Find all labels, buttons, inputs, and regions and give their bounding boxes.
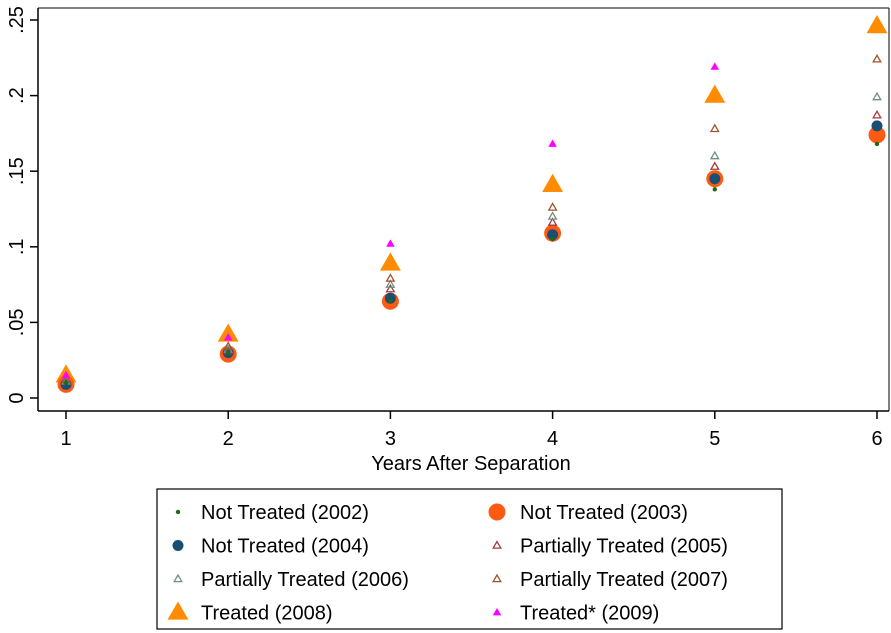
data-point <box>385 279 396 288</box>
data-point <box>872 54 882 63</box>
data-point <box>710 62 720 70</box>
data-point <box>709 150 720 160</box>
y-tick-label: .15 <box>6 157 28 185</box>
legend-marker <box>175 509 181 515</box>
data-point <box>547 211 558 220</box>
y-tick-label: .05 <box>6 308 28 336</box>
data-point <box>547 202 558 211</box>
y-tick-label: .1 <box>6 238 28 255</box>
legend-label: Treated (2008) <box>201 603 333 625</box>
x-tick-label: 6 <box>871 428 882 450</box>
data-point <box>709 173 721 185</box>
legend-marker <box>173 573 183 583</box>
data-point <box>866 15 888 34</box>
data-point <box>709 123 720 133</box>
y-tick-label: .25 <box>6 6 28 34</box>
data-point <box>547 217 558 226</box>
data-point <box>386 239 395 247</box>
data-point <box>61 370 71 379</box>
axes <box>37 7 890 412</box>
data-point <box>63 380 69 386</box>
y-tick-label: .2 <box>6 87 28 104</box>
x-axis-title: Years After Separation <box>371 453 570 475</box>
legend-marker <box>492 540 502 549</box>
x-tick-label: 4 <box>547 428 558 450</box>
data-point <box>388 299 393 304</box>
legend-marker <box>172 540 184 551</box>
data-point <box>547 229 559 241</box>
legend-label: Partially Treated (2005) <box>520 536 728 558</box>
data-point <box>379 252 401 271</box>
data-point <box>868 126 886 144</box>
data-point <box>871 120 883 132</box>
legend-label: Not Treated (2002) <box>201 502 369 524</box>
x-tick-label: 3 <box>385 428 396 450</box>
legend-marker <box>167 601 189 620</box>
data-point <box>872 109 882 119</box>
data-point <box>874 141 880 147</box>
legend-label: Treated* (2009) <box>520 603 659 625</box>
data-point <box>226 350 231 355</box>
data-point <box>223 333 233 341</box>
legend-label: Not Treated (2003) <box>520 502 688 524</box>
legend-label: Partially Treated (2007) <box>520 569 728 591</box>
data-point <box>709 161 720 170</box>
legend-box <box>156 488 783 630</box>
x-tick-label: 1 <box>60 428 71 450</box>
x-tick-label: 2 <box>223 428 234 450</box>
legend-label: Partially Treated (2006) <box>201 569 409 591</box>
legend-marker <box>488 503 506 521</box>
data-point <box>550 237 555 242</box>
data-point <box>385 283 396 293</box>
data-point <box>385 273 396 282</box>
data-point <box>704 84 726 103</box>
data-point <box>223 341 234 350</box>
data-point <box>542 173 564 192</box>
data-point <box>872 91 882 101</box>
legend: Not Treated (2002) Not Treated (2003) Not … <box>167 502 728 625</box>
data-point <box>548 139 557 147</box>
data-point <box>384 292 396 304</box>
ticks: 1 2 3 4 5 6 0 .05 .1 .15 .2 .25 <box>6 6 883 450</box>
legend-marker <box>492 608 502 616</box>
legend-marker <box>492 573 502 583</box>
data-point <box>712 187 717 192</box>
x-tick-label: 5 <box>709 428 720 450</box>
data-points <box>55 15 888 393</box>
data-point <box>217 323 239 342</box>
y-tick-label: 0 <box>6 392 28 403</box>
legend-label: Not Treated (2004) <box>201 536 369 558</box>
